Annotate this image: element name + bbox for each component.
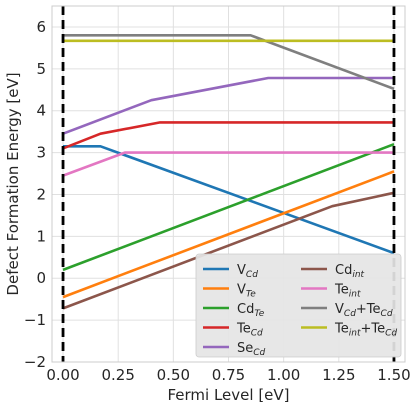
plot-frame (51, 5, 406, 363)
series-lines (62, 33, 395, 310)
legend: VCd VTe CdTe TeCd SeCd Cdint Teint VCd+TeCd Tein… (195, 253, 402, 358)
y-axis-label: Defect Formation Energy [eV] (4, 72, 22, 295)
x-tick-label: 1.25 (322, 366, 355, 384)
legend-entry-label: Teint (334, 283, 361, 300)
series-line (62, 142, 395, 272)
y-tick-label: 2 (36, 185, 46, 203)
x-tick-label: 1.00 (267, 366, 300, 384)
x-tick-label: 0.50 (157, 366, 190, 384)
y-tick-label: −1 (24, 311, 46, 329)
series-line (63, 33, 395, 91)
y-tick-label: 4 (36, 102, 46, 120)
series-line (63, 145, 395, 255)
x-tick-label: 0.75 (212, 366, 245, 384)
x-axis-label: Fermi Level [eV] (167, 386, 289, 404)
x-tick-labels: 0.00 0.25 0.50 0.75 1.00 1.25 1.50 (46, 366, 410, 384)
series-line (62, 151, 394, 177)
legend-entry-label: SeCd (237, 341, 266, 358)
y-tick-label: 6 (36, 18, 46, 36)
legend-entry-label: Cdint (335, 263, 365, 280)
x-tick-label: 0.00 (46, 366, 79, 384)
y-tick-label: 0 (36, 269, 46, 287)
legend-entry-label: TeCd (236, 322, 263, 339)
series-line (62, 170, 395, 299)
series-line (62, 121, 394, 150)
y-tick-labels: −2 −1 0 1 2 3 4 5 6 (24, 18, 46, 371)
y-tick-label: 1 (36, 227, 46, 245)
legend-entry-label: VTe (237, 283, 256, 300)
legend-entry-label: VCd+TeCd (335, 302, 393, 319)
legend-entry-label: Teint+TeCd (334, 322, 397, 339)
y-tick-label: 3 (36, 144, 46, 162)
x-tick-label: 0.25 (101, 366, 134, 384)
series-line (62, 76, 394, 135)
x-tick-label: 1.50 (377, 366, 410, 384)
y-tick-label: −2 (24, 353, 46, 371)
y-tick-label: 5 (36, 60, 46, 78)
series-line (62, 191, 395, 310)
legend-box (195, 253, 402, 358)
legend-entry-label: CdTe (237, 302, 265, 319)
legend-entry-label: VCd (237, 263, 258, 280)
